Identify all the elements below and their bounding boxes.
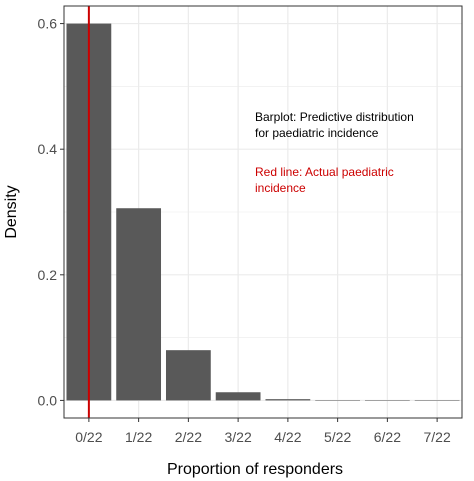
x-tick-label: 0/22 xyxy=(75,429,102,445)
bar-6-22 xyxy=(364,400,410,401)
x-tick-label: 4/22 xyxy=(274,429,301,445)
barplot-annotation-line-1: Barplot: Predictive distribution xyxy=(255,110,414,124)
y-axis-title: Density xyxy=(3,185,20,238)
bar-1-22 xyxy=(116,208,162,401)
barplot-annotation: Barplot: Predictive distribution for pae… xyxy=(255,110,417,140)
panel-border xyxy=(63,5,463,419)
barplot-annotation-line-2: for paediatric incidence xyxy=(255,126,379,140)
y-tick-label: 0.4 xyxy=(38,141,58,157)
x-axis-title: Proportion of responders xyxy=(167,461,343,478)
bar-2-22 xyxy=(165,350,211,401)
bars xyxy=(66,23,460,401)
y-axis-ticks: 0.0 0.2 0.4 0.6 xyxy=(38,16,64,408)
y-tick-label: 0.2 xyxy=(38,267,58,283)
bar-3-22 xyxy=(215,392,261,401)
y-tick-label: 0.6 xyxy=(38,16,58,32)
red-line-annotation-line-2: incidence xyxy=(255,181,306,195)
x-axis-ticks: 0/22 1/22 2/22 3/22 4/22 5/22 6/22 7/22 xyxy=(75,418,451,445)
y-tick-label: 0.0 xyxy=(38,392,58,408)
red-line-annotation: Red line: Actual paediatric incidence xyxy=(255,165,397,195)
bar-5-22 xyxy=(315,400,361,401)
x-tick-label: 7/22 xyxy=(424,429,451,445)
bar-4-22 xyxy=(265,399,311,401)
red-line-annotation-line-1: Red line: Actual paediatric xyxy=(255,165,394,179)
x-tick-label: 2/22 xyxy=(175,429,202,445)
x-tick-label: 3/22 xyxy=(225,429,252,445)
bar-7-22 xyxy=(414,400,460,401)
x-tick-label: 6/22 xyxy=(374,429,401,445)
x-tick-label: 5/22 xyxy=(324,429,351,445)
x-tick-label: 1/22 xyxy=(125,429,152,445)
